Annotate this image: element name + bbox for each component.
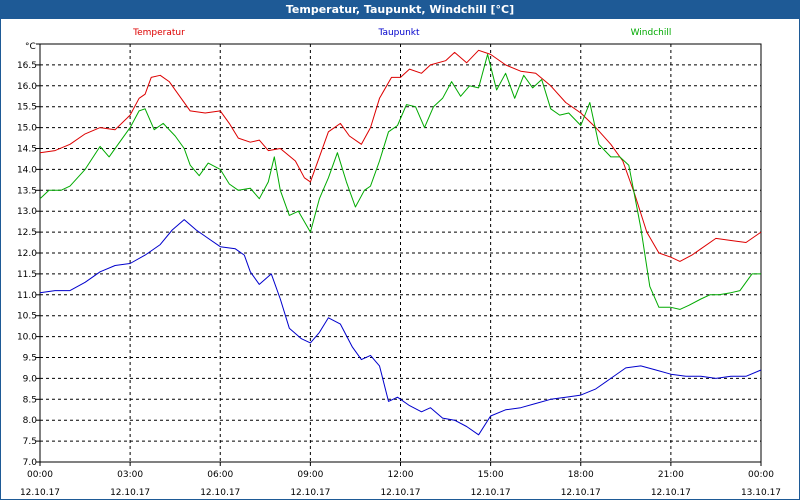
y-tick-label: 16.0 — [17, 82, 37, 92]
legend-label-temperatur: Temperatur — [132, 28, 185, 38]
y-tick-label: 15.0 — [17, 124, 37, 134]
y-axis: 7.0 7.5 8.0 8.5 9.0 9.5 10.0 10.5 11.0 11.5 12.0 12… — [17, 43, 40, 468]
y-tick-label: 13.5 — [17, 186, 37, 196]
x-tick-date: 13.10.17 — [741, 488, 781, 498]
x-tick-date: 12.10.17 — [110, 488, 150, 498]
y-tick-label: 8.0 — [23, 416, 38, 426]
x-tick-time: 00:00 — [748, 470, 774, 480]
y-axis-label: °C — [25, 42, 36, 52]
legend-label-taupunkt: Taupunkt — [377, 28, 420, 38]
y-tick-label: 15.5 — [17, 103, 37, 113]
x-tick-time: 00:00 — [27, 470, 53, 480]
series-line-temperatur — [39, 49, 762, 262]
x-tick-date: 12.10.17 — [471, 488, 511, 498]
y-tick-label: 11.0 — [17, 291, 37, 301]
y-tick-label: 12.5 — [17, 228, 37, 238]
chart-svg: 7.0 7.5 8.0 8.5 9.0 9.5 10.0 10.5 11.0 11.5 12.0 12… — [17, 28, 781, 498]
y-tick-label: 13.0 — [17, 207, 37, 217]
y-tick-label: 9.0 — [23, 374, 38, 384]
x-tick-time: 21:00 — [658, 470, 684, 480]
y-tick-label: 11.5 — [17, 270, 37, 280]
x-tick-date: 12.10.17 — [290, 488, 330, 498]
series-line-windchill — [39, 53, 761, 310]
y-tick-label: 10.0 — [17, 333, 37, 343]
x-tick-date: 12.10.17 — [380, 488, 420, 498]
legend: Temperatur Taupunkt Windchill — [132, 28, 671, 38]
legend-label-windchill: Windchill — [631, 28, 672, 38]
x-tick-time: 15:00 — [478, 470, 504, 480]
y-tick-label: 14.5 — [17, 145, 37, 155]
x-tick-date: 12.10.17 — [20, 488, 60, 498]
y-tick-label: 12.0 — [17, 249, 37, 259]
y-tick-label: 8.5 — [23, 395, 37, 405]
x-axis: 00:00 12.10.17 03:00 12.10.17 06:00 12.10.17 0… — [20, 462, 781, 498]
y-tick-label: 14.0 — [17, 165, 37, 175]
x-tick-date: 12.10.17 — [561, 488, 601, 498]
y-tick-label: 10.5 — [17, 312, 37, 322]
chart-title: Temperatur, Taupunkt, Windchill [°C] — [1, 1, 799, 19]
x-tick-time: 03:00 — [117, 470, 143, 480]
series-line-taupunkt — [39, 219, 762, 436]
x-tick-date: 12.10.17 — [200, 488, 240, 498]
y-tick-label: 16.5 — [17, 61, 37, 71]
y-tick-label: 9.5 — [23, 354, 37, 364]
x-tick-date: 12.10.17 — [651, 488, 691, 498]
grid — [40, 44, 761, 462]
y-tick-label: 7.0 — [23, 458, 38, 468]
x-tick-time: 12:00 — [388, 470, 414, 480]
x-tick-time: 18:00 — [568, 470, 594, 480]
x-tick-time: 09:00 — [297, 470, 323, 480]
y-tick-label: 7.5 — [23, 437, 37, 447]
series-group — [39, 49, 762, 436]
x-tick-time: 06:00 — [207, 470, 233, 480]
